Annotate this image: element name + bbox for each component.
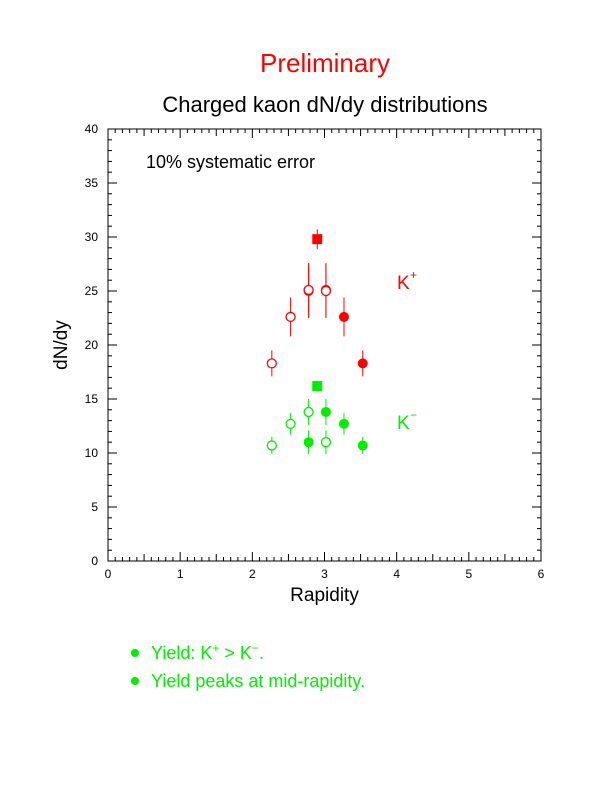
series-label-sup: + <box>410 268 417 282</box>
bullet-1-sup-a: + <box>212 641 220 655</box>
data-point-filled <box>357 440 368 451</box>
data-point-square <box>312 381 323 392</box>
chart-title: Charged kaon dN/dy distributions <box>162 92 488 117</box>
annotation-systematic-error: 10% systematic error <box>146 152 315 172</box>
plot-frame <box>107 128 542 562</box>
x-axis-label: Rapidity <box>290 585 359 606</box>
series-label-sup: − <box>410 408 417 422</box>
bullet-1-text-b: > K <box>219 643 252 663</box>
data-point-open <box>303 406 314 418</box>
data-point-open <box>320 437 332 448</box>
data-point-filled <box>338 311 349 322</box>
data-point-filled <box>320 406 331 417</box>
bullet-1-sup-b: − <box>251 641 259 655</box>
y-tick-label: 35 <box>85 176 99 190</box>
bullet-text-1: Yield: K+ > K−. <box>151 641 264 664</box>
data-point-open <box>266 358 277 369</box>
y-tick-label: 10 <box>85 446 99 460</box>
data-point-filled <box>338 418 349 429</box>
data-point-open <box>303 284 314 296</box>
x-tick-label: 2 <box>249 567 256 581</box>
x-tick-label: 0 <box>105 567 112 581</box>
y-tick-label: 0 <box>91 554 98 568</box>
y-tick-label: 5 <box>91 500 98 514</box>
bullet-dot-2 <box>131 677 139 685</box>
x-tick-label: 1 <box>177 567 184 581</box>
y-tick-label: 20 <box>85 338 99 352</box>
data-point-square <box>312 234 323 245</box>
y-tick-label: 25 <box>85 284 99 298</box>
series-label: K <box>397 273 410 294</box>
bullet-1-text-c: . <box>258 643 264 663</box>
y-tick-label: 15 <box>85 392 99 406</box>
data-point-filled <box>357 358 368 369</box>
x-tick-label: 6 <box>538 567 545 581</box>
x-tick-label: 5 <box>465 567 472 581</box>
bullet-1-text-a: Yield: K <box>151 643 213 663</box>
data-point-filled <box>303 437 314 448</box>
y-axis-label: dN/dy <box>51 320 72 370</box>
bullet-dot-1 <box>131 649 139 657</box>
x-tick-label: 4 <box>393 567 400 581</box>
y-tick-label: 30 <box>85 230 99 244</box>
preliminary-label: Preliminary <box>259 48 391 78</box>
data-point-open <box>285 418 296 429</box>
data-point-open <box>266 440 277 451</box>
bullet-text-2: Yield peaks at mid-rapidity. <box>151 671 365 692</box>
y-tick-label: 40 <box>85 122 99 136</box>
bullet-2-text: Yield peaks at mid-rapidity. <box>151 671 366 691</box>
x-tick-label: 3 <box>321 567 328 581</box>
data-point-open <box>285 311 296 323</box>
data-point-open <box>320 285 332 297</box>
series-label: K <box>397 413 410 434</box>
